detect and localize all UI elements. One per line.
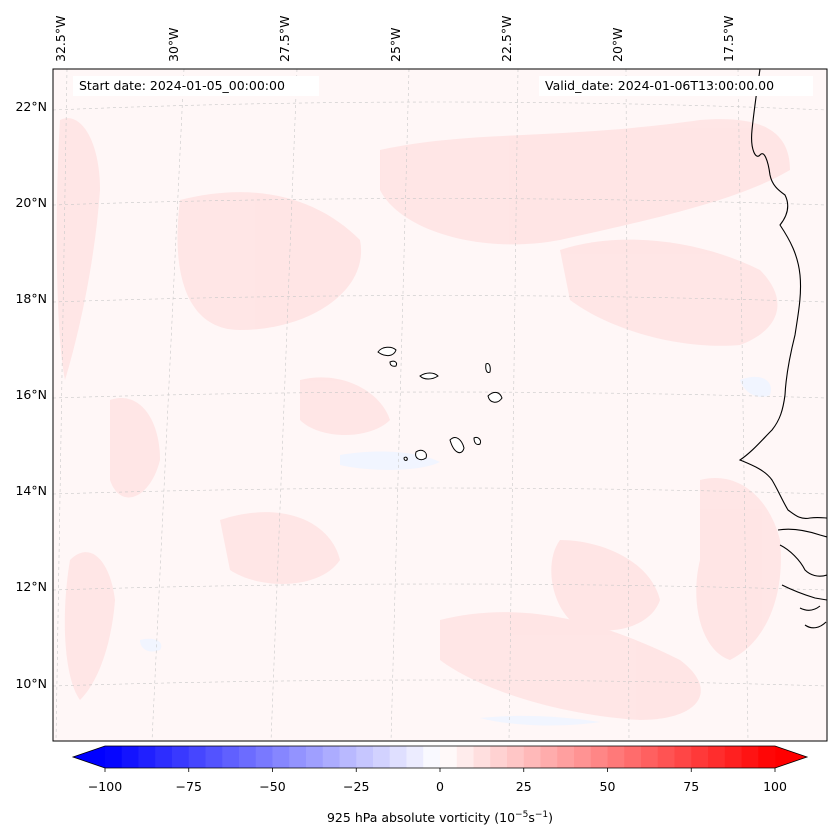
lon-label: 27.5°W <box>277 16 292 62</box>
start-date-label: Start date: 2024-01-05_00:00:00 <box>73 76 319 96</box>
colorbar-segment <box>322 746 340 768</box>
colorbar-tick-label: −100 <box>88 779 122 794</box>
colorbar-label: 925 hPa absolute vorticity (10−5s−1) <box>327 810 553 825</box>
colorbar-tick-label: −25 <box>343 779 369 794</box>
valid-date-label: Valid_date: 2024-01-06T13:00:00.00 <box>539 76 813 96</box>
colorbar-segment <box>473 746 491 768</box>
map-frame <box>52 68 828 742</box>
colorbar-segment <box>172 746 190 768</box>
lat-label: 10°N <box>15 676 47 691</box>
lat-label: 12°N <box>15 579 47 594</box>
colorbar-segment <box>607 746 625 768</box>
colorbar-segment <box>423 746 441 768</box>
colorbar-segment <box>641 746 659 768</box>
lon-label: 22.5°W <box>499 16 514 62</box>
colorbar: −100 −75 −50 −25 0 25 50 75 100 925 hPa … <box>71 745 809 825</box>
colorbar-tick-label: 100 <box>763 779 787 794</box>
colorbar-segment <box>590 746 608 768</box>
lat-label: 20°N <box>15 195 47 210</box>
colorbar-segment <box>674 746 692 768</box>
longitude-labels: 32.5°W 30°W 27.5°W 25°W 22.5°W 20°W 17.5… <box>53 16 736 62</box>
colorbar-segment <box>389 746 407 768</box>
gridlines <box>53 69 827 741</box>
colorbar-segment <box>557 746 575 768</box>
lon-label: 17.5°W <box>721 16 736 62</box>
colorbar-segment <box>121 746 139 768</box>
vorticity-field <box>53 69 827 741</box>
colorbar-segment <box>758 746 776 768</box>
colorbar-segment <box>272 746 290 768</box>
colorbar-segment <box>708 746 726 768</box>
colorbar-tick-label: 0 <box>436 779 444 794</box>
latitude-labels: 22°N 20°N 18°N 16°N 14°N 12°N 10°N <box>15 99 47 691</box>
colorbar-segment <box>289 746 307 768</box>
colorbar-tick-label: 75 <box>683 779 699 794</box>
lat-label: 18°N <box>15 291 47 306</box>
lon-label: 20°W <box>610 27 625 62</box>
colorbar-segment <box>741 746 759 768</box>
colorbar-segment <box>574 746 592 768</box>
colorbar-extend-high <box>775 746 807 768</box>
lat-label: 16°N <box>15 387 47 402</box>
colorbar-segment <box>239 746 257 768</box>
lon-label: 25°W <box>388 27 403 62</box>
colorbar-segment <box>306 746 324 768</box>
colorbar-segment <box>205 746 223 768</box>
colorbar-tick-label: 25 <box>516 779 532 794</box>
colorbar-segment <box>339 746 357 768</box>
colorbar-segment <box>523 746 541 768</box>
colorbar-segment <box>691 746 709 768</box>
colorbar-segment <box>406 746 424 768</box>
colorbar-segment <box>490 746 508 768</box>
colorbar-segment <box>456 746 474 768</box>
colorbar-segment <box>724 746 742 768</box>
colorbar-tick-label: −50 <box>259 779 285 794</box>
lon-label: 30°W <box>166 27 181 62</box>
colorbar-segment <box>373 746 391 768</box>
colorbar-tick-label: 50 <box>600 779 616 794</box>
lat-label: 14°N <box>15 483 47 498</box>
colorbar-segment <box>138 746 156 768</box>
colorbar-segment <box>105 746 123 768</box>
colorbar-tick-label: −75 <box>176 779 202 794</box>
colorbar-segment <box>657 746 675 768</box>
colorbar-segment <box>155 746 173 768</box>
colorbar-segment <box>356 746 374 768</box>
islands <box>377 346 503 461</box>
colorbar-segment <box>222 746 240 768</box>
lat-label: 22°N <box>15 99 47 114</box>
colorbar-segment <box>188 746 206 768</box>
colorbar-segment <box>255 746 273 768</box>
coastline <box>738 69 827 629</box>
lon-label: 32.5°W <box>53 16 68 62</box>
colorbar-segment <box>440 746 458 768</box>
colorbar-segment <box>624 746 642 768</box>
colorbar-extend-low <box>73 746 105 768</box>
colorbar-segment <box>540 746 558 768</box>
colorbar-segment <box>507 746 525 768</box>
